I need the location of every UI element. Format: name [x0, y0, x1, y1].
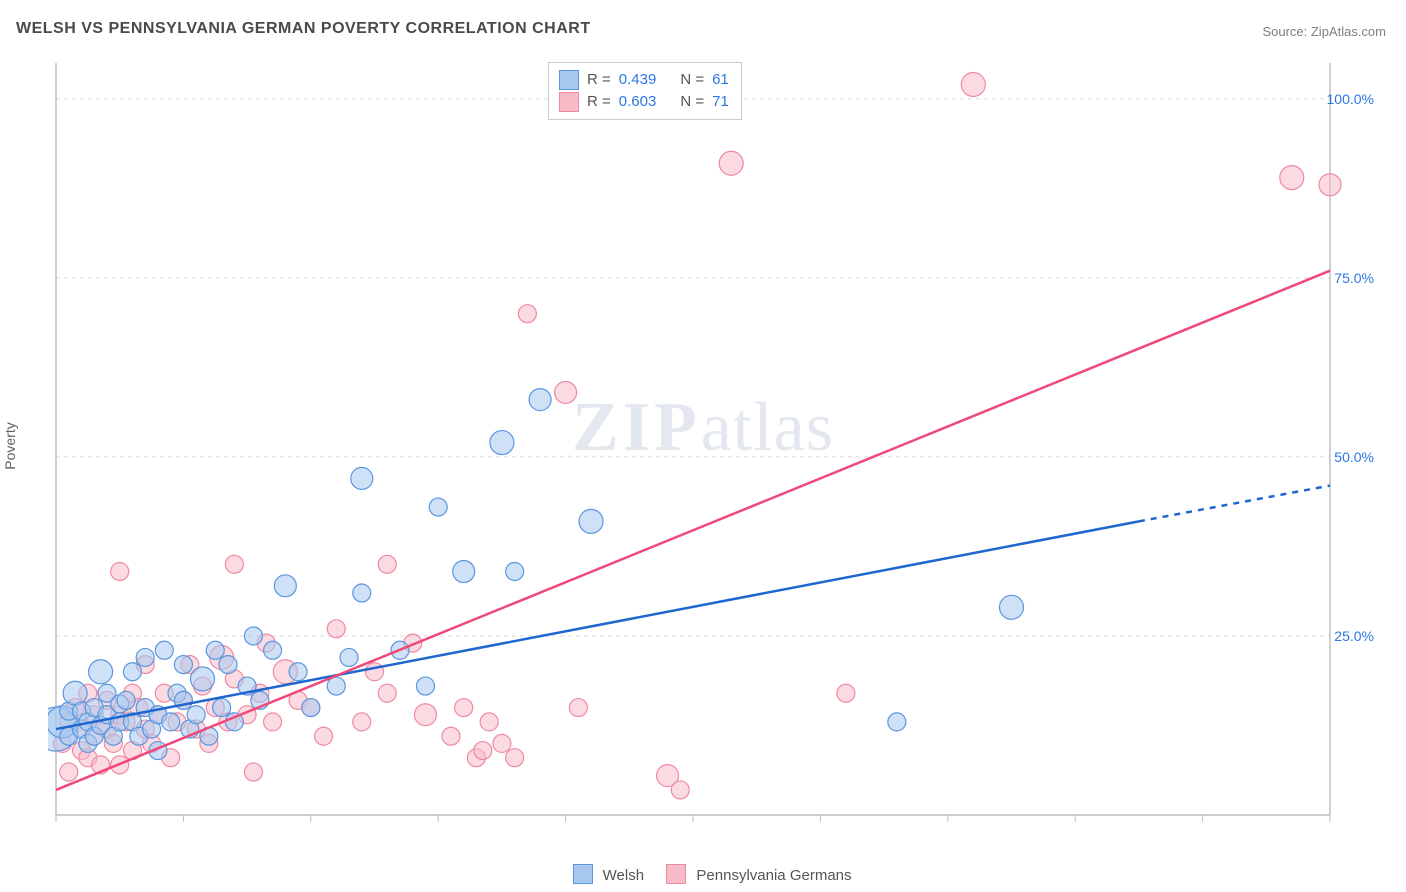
legend-swatch-penn	[666, 864, 686, 884]
svg-text:50.0%: 50.0%	[1334, 449, 1374, 465]
chart-area: 0.0%100.0%25.0%50.0%75.0%100.0%	[48, 55, 1378, 830]
legend-value-r-penn: 0.603	[619, 91, 657, 113]
legend-row-welsh: R = 0.439 N = 61	[559, 69, 729, 91]
legend-label-welsh: Welsh	[603, 867, 644, 884]
legend-value-r-welsh: 0.439	[619, 69, 657, 91]
source-attribution: Source: ZipAtlas.com	[1262, 24, 1386, 39]
legend-swatch-welsh	[559, 70, 579, 90]
correlation-legend: R = 0.439 N = 61 R = 0.603 N = 71	[548, 62, 742, 120]
svg-text:100.0%: 100.0%	[1327, 91, 1374, 107]
source-prefix: Source:	[1262, 24, 1310, 39]
legend-key-n: N =	[680, 91, 704, 113]
series-legend: Welsh Pennsylvania Germans	[0, 864, 1406, 884]
scatter-chart: 0.0%100.0%25.0%50.0%75.0%100.0%	[48, 55, 1378, 830]
legend-key-r: R =	[587, 69, 611, 91]
svg-text:75.0%: 75.0%	[1334, 270, 1374, 286]
y-axis-label: Poverty	[2, 422, 18, 469]
legend-value-n-welsh: 61	[712, 69, 729, 91]
legend-value-n-penn: 71	[712, 91, 729, 113]
legend-swatch-penn	[559, 92, 579, 112]
svg-text:25.0%: 25.0%	[1334, 628, 1374, 644]
legend-key-r: R =	[587, 91, 611, 113]
legend-swatch-welsh	[573, 864, 593, 884]
source-link[interactable]: ZipAtlas.com	[1311, 24, 1386, 39]
chart-title: WELSH VS PENNSYLVANIA GERMAN POVERTY COR…	[16, 20, 591, 38]
legend-row-penn: R = 0.603 N = 71	[559, 91, 729, 113]
legend-key-n: N =	[680, 69, 704, 91]
legend-label-penn: Pennsylvania Germans	[696, 867, 851, 884]
